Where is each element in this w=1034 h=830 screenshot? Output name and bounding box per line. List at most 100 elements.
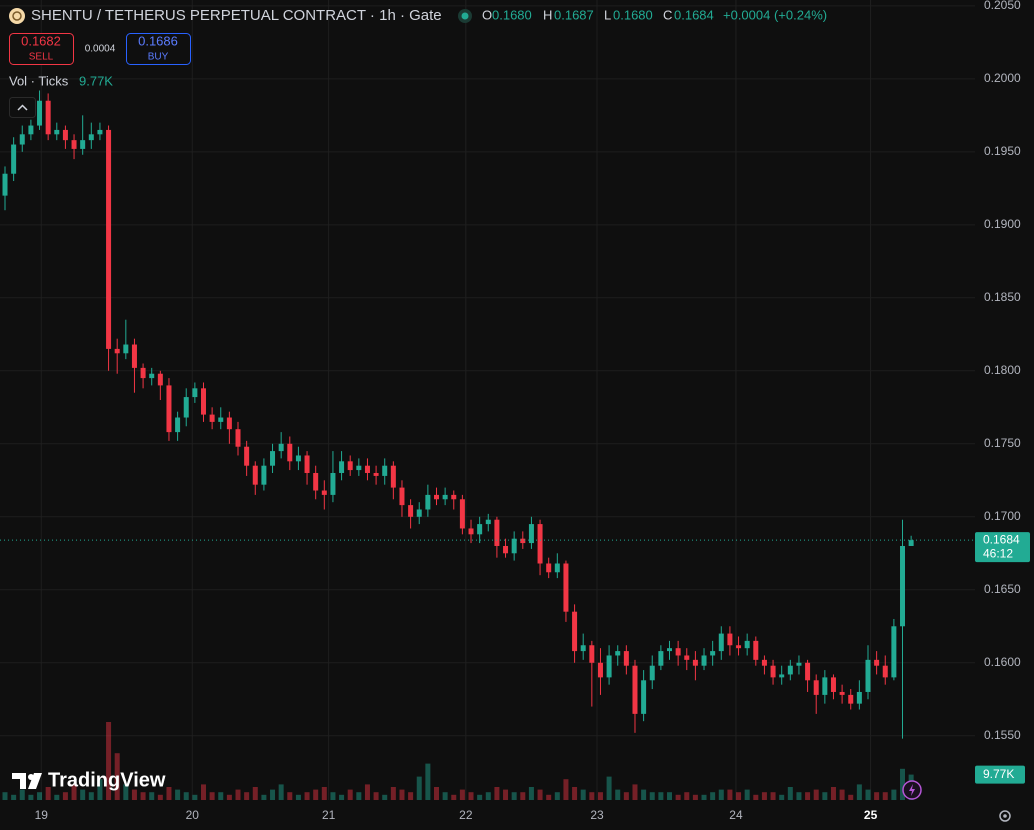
volume-bar [891,789,897,800]
candle-body [226,417,232,430]
candle-body [891,626,897,678]
candle-body [546,563,552,573]
candle-body [770,665,776,678]
buy-label[interactable]: BUY [148,52,169,63]
candle-body [200,388,206,415]
candle-body [131,344,137,368]
sell-button[interactable]: 0.1682 SELL [9,33,74,65]
candle-body [563,563,569,612]
sell-price[interactable]: 0.1682 [21,33,61,48]
ohlc-value: 0.1684 [674,7,714,22]
candle-body [667,648,673,652]
buy-price[interactable]: 0.1686 [138,33,178,48]
candle-body [71,140,77,149]
candle-body [252,465,258,485]
volume-bar [554,792,560,800]
volume-bar [856,784,862,800]
volume-bar [2,792,8,800]
ohlc-key: O [482,7,492,22]
candle-body [442,494,448,500]
volume-bar [54,794,60,800]
volume-bar [822,792,828,800]
collapse-icon[interactable] [17,104,28,111]
sell-box[interactable] [9,33,74,65]
candle-body [88,134,94,141]
candle-body [477,524,483,535]
y-tick-label: 0.2050 [984,0,1021,12]
candle-body [347,461,353,471]
candle-body [356,465,362,471]
volume-bar [563,779,569,800]
volume-bar [580,789,586,800]
candle-body [900,545,906,627]
lightning-icon[interactable] [909,784,915,796]
volume-bar [416,776,422,800]
candle-body [874,659,880,666]
buy-box[interactable] [126,33,191,65]
volume-bar [382,794,388,800]
volume-bar [675,794,681,800]
volume-bar [615,789,621,800]
candle-body [623,651,629,666]
candle-body [580,645,586,652]
x-tick-label: 20 [186,808,200,822]
candle-body [235,429,241,447]
candle-body [511,538,517,554]
candle-body [278,443,284,452]
candle-body [304,455,310,473]
collapse-button[interactable] [9,97,36,118]
volume-tag [975,765,1025,784]
buy-button[interactable]: 0.1686 BUY [126,33,191,65]
y-tick-label: 0.1600 [984,655,1021,669]
volume-bar [226,794,232,800]
candle-body [183,397,189,418]
candle-body [382,465,388,476]
settings-button[interactable] [999,810,1011,822]
candle-body [37,100,43,126]
candle-body [261,465,267,485]
candle-body [632,665,638,714]
volume-bar [503,789,509,800]
candle-body [313,472,319,491]
volume-bar [718,789,724,800]
volume-legend-value: 9.77K [79,73,113,88]
candle-body [589,645,595,663]
volume-bar [692,794,698,800]
volume-bar [684,792,690,800]
volume-bar [330,792,336,800]
volume-bar [157,794,163,800]
volume-bar [537,789,543,800]
candle-body [123,344,129,354]
candle-body [494,519,500,546]
ohlc-key: C [663,7,672,22]
price-tag-countdown: 46:12 [983,546,1013,560]
candle-body [753,640,759,660]
candle-body [701,655,707,666]
volume-bar [494,787,500,800]
volume-bar [451,794,457,800]
candle-body [192,388,198,398]
sell-label[interactable]: SELL [29,52,54,63]
volume-bar [623,792,629,800]
volume-bar [364,784,370,800]
candle-body [865,659,871,692]
volume-bar [183,792,189,800]
settings-dot[interactable] [1003,814,1007,818]
candle-body [554,563,560,573]
x-tick-label: 25 [864,808,878,822]
candle-body [339,461,345,473]
candle-body [796,662,802,666]
y-tick-label: 0.1750 [984,436,1021,450]
candle-body [822,677,828,695]
volume-bar [235,789,241,800]
volume-bar [779,794,785,800]
candle-body [787,665,793,675]
candle-body [451,494,457,500]
volume-bar [149,792,155,800]
volume-bar [123,784,129,800]
volume-bar [528,787,534,800]
volume-bar [278,784,284,800]
volume-bar [632,784,638,800]
volume-bar [244,792,250,800]
